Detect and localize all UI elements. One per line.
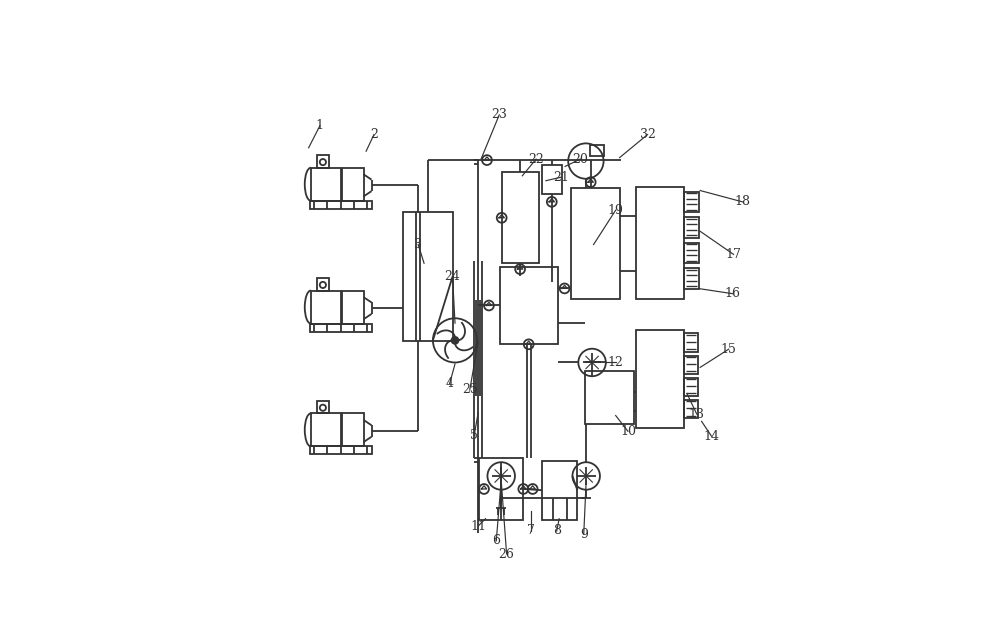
Bar — [684, 191, 699, 212]
Bar — [636, 186, 684, 299]
Bar — [342, 413, 364, 447]
Circle shape — [452, 337, 458, 344]
Text: 19: 19 — [608, 204, 624, 217]
Bar — [317, 278, 329, 290]
Text: 14: 14 — [703, 429, 719, 443]
Text: 17: 17 — [726, 248, 742, 261]
Bar — [585, 371, 634, 424]
Text: 12: 12 — [608, 356, 624, 369]
Bar — [403, 212, 453, 341]
Bar — [684, 334, 698, 352]
Bar — [542, 165, 562, 195]
Bar — [502, 172, 539, 263]
Bar — [684, 217, 699, 238]
Text: 22: 22 — [528, 152, 544, 166]
Text: 13: 13 — [689, 408, 705, 420]
Text: 10: 10 — [620, 425, 636, 438]
Bar — [590, 145, 604, 156]
Text: 9: 9 — [580, 528, 588, 541]
Bar — [684, 268, 699, 289]
Text: 20: 20 — [572, 152, 588, 166]
Bar — [342, 168, 364, 201]
Bar — [310, 447, 372, 454]
Bar — [542, 461, 577, 520]
Text: 25: 25 — [462, 383, 478, 396]
Bar — [311, 290, 341, 323]
Text: 21: 21 — [553, 171, 569, 184]
Bar — [500, 267, 558, 345]
Bar — [310, 323, 372, 332]
Text: 7: 7 — [527, 524, 535, 537]
Bar — [317, 401, 329, 413]
Bar — [317, 155, 329, 168]
Bar — [571, 188, 620, 299]
Text: 6: 6 — [492, 534, 500, 547]
Bar — [636, 330, 684, 428]
Bar — [684, 355, 698, 374]
Text: 32: 32 — [640, 128, 656, 141]
Text: 24: 24 — [445, 271, 461, 283]
Text: 4: 4 — [446, 377, 454, 390]
Text: 1: 1 — [316, 119, 324, 132]
Bar — [479, 458, 523, 520]
Bar — [684, 242, 699, 263]
Text: 23: 23 — [491, 108, 507, 121]
Bar — [684, 400, 698, 418]
Bar — [684, 378, 698, 396]
Text: 2: 2 — [370, 128, 378, 141]
Text: 16: 16 — [725, 287, 741, 300]
Text: 3: 3 — [414, 238, 422, 251]
Text: 8: 8 — [553, 524, 561, 537]
Bar — [311, 168, 341, 201]
Text: 5: 5 — [470, 429, 478, 441]
Bar — [311, 413, 341, 447]
Text: 15: 15 — [721, 343, 737, 356]
Text: 11: 11 — [470, 519, 486, 533]
Bar — [310, 201, 372, 209]
Text: 18: 18 — [734, 195, 750, 209]
Bar — [342, 290, 364, 323]
Text: 26: 26 — [499, 547, 515, 561]
